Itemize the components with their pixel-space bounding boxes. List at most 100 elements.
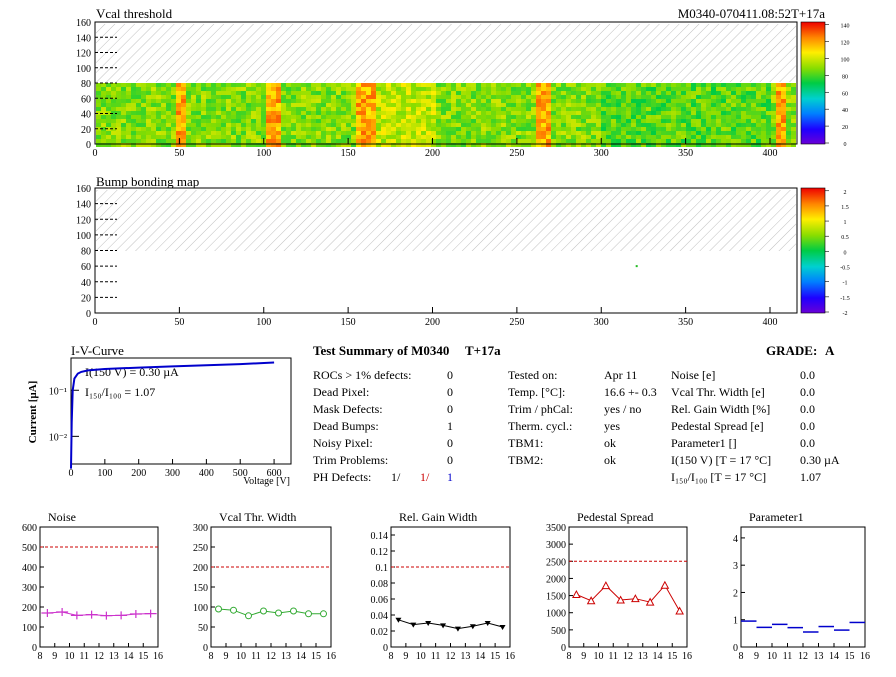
- vcal-cell: [291, 95, 296, 99]
- roc-x-tick-label: 11: [79, 651, 89, 662]
- vcal-cell: [421, 95, 426, 99]
- vcal-cell: [521, 115, 526, 119]
- vcal-cell: [251, 143, 256, 147]
- roc-y-tick-label: 0: [733, 643, 738, 654]
- vcal-cell: [111, 87, 116, 91]
- vcal-cell: [481, 83, 486, 87]
- vcal-cell: [156, 123, 161, 127]
- vcal-cell: [531, 99, 536, 103]
- vcal-cell: [381, 111, 386, 115]
- vcal-cell: [496, 83, 501, 87]
- vcal-cell: [591, 115, 596, 119]
- vcal-cell: [741, 95, 746, 99]
- vcal-cell: [506, 123, 511, 127]
- y-tick-label: 60: [81, 94, 91, 105]
- vcal-cell: [691, 119, 696, 123]
- vcal-cell: [451, 139, 456, 143]
- vcal-cell: [581, 111, 586, 115]
- vcal-cell: [466, 131, 471, 135]
- vcal-cell: [386, 135, 391, 139]
- vcal-cell: [706, 111, 711, 115]
- vcal-cell: [326, 91, 331, 95]
- vcal-cell: [396, 99, 401, 103]
- vcal-cell: [606, 115, 611, 119]
- vcal-cell: [506, 143, 511, 147]
- vcal-cell: [221, 123, 226, 127]
- vcal-cell: [171, 135, 176, 139]
- vcal-cell: [136, 127, 141, 131]
- vcal-cell: [766, 139, 771, 143]
- vcal-cell: [146, 139, 151, 143]
- vcal-cell: [586, 127, 591, 131]
- vcal-cell: [131, 107, 136, 111]
- vcal-cell: [201, 123, 206, 127]
- vcal-cell: [341, 111, 346, 115]
- vcal-cell: [206, 87, 211, 91]
- vcal-cell: [746, 95, 751, 99]
- vcal-cell: [531, 135, 536, 139]
- vcal-cell: [621, 87, 626, 91]
- roc-y-tick-label: 300: [22, 583, 37, 594]
- vcal-cell: [546, 123, 551, 127]
- vcal-cell: [501, 135, 506, 139]
- vcal-cell: [116, 143, 121, 147]
- vcal-cell: [211, 115, 216, 119]
- vcal-cell: [751, 119, 756, 123]
- vcal-cell: [371, 127, 376, 131]
- vcal-cell: [661, 111, 666, 115]
- x-tick-label: 400: [763, 317, 778, 328]
- vcal-cell: [491, 91, 496, 95]
- vcal-cell: [116, 91, 121, 95]
- vcal-cell: [716, 91, 721, 95]
- vcal-cell: [106, 135, 111, 139]
- vcal-cell: [766, 131, 771, 135]
- vcal-cell: [401, 91, 406, 95]
- vcal-cell: [301, 87, 306, 91]
- vcal-cell: [751, 135, 756, 139]
- vcal-cell: [406, 95, 411, 99]
- vcal-cell: [401, 135, 406, 139]
- vcal-cell: [516, 111, 521, 115]
- vcal-cell: [341, 139, 346, 143]
- vcal-cell: [416, 135, 421, 139]
- vcal-cell: [661, 139, 666, 143]
- vcal-cell: [406, 103, 411, 107]
- vcal-cell: [146, 131, 151, 135]
- vcal-cell: [271, 115, 276, 119]
- vcal-cell: [601, 103, 606, 107]
- roc-y-tick-label: 0: [561, 643, 566, 654]
- summary-middle-value: 16.6 +- 0.3: [604, 385, 657, 399]
- roc-chart-frame: [390, 526, 511, 648]
- vcal-cell: [456, 99, 461, 103]
- vcal-cell: [456, 95, 461, 99]
- vcal-cell: [536, 135, 541, 139]
- vcal-cell: [656, 87, 661, 91]
- vcal-cell: [96, 123, 101, 127]
- vcal-cell: [426, 119, 431, 123]
- vcal-cell: [426, 139, 431, 143]
- vcal-cell: [151, 119, 156, 123]
- vcal-cell: [566, 143, 571, 147]
- vcal-cell: [591, 139, 596, 143]
- vcal-cell: [161, 135, 166, 139]
- vcal-cell: [526, 135, 531, 139]
- vcal-cell: [471, 111, 476, 115]
- vcal-cell: [531, 139, 536, 143]
- vcal-cell: [101, 119, 106, 123]
- vcal-cell: [526, 91, 531, 95]
- vcal-cell: [551, 127, 556, 131]
- vcal-cell: [211, 131, 216, 135]
- vcal-cell: [771, 95, 776, 99]
- vcal-cell: [171, 119, 176, 123]
- vcal-cell: [491, 107, 496, 111]
- roc-x-tick-label: 8: [739, 651, 744, 662]
- vcal-cell: [661, 143, 666, 147]
- vcal-cell: [461, 119, 466, 123]
- vcal-cell: [336, 127, 341, 131]
- vcal-cell: [226, 99, 231, 103]
- vcal-cell: [176, 87, 181, 91]
- vcal-cell: [131, 127, 136, 131]
- vcal-cell: [476, 107, 481, 111]
- vcal-cell: [441, 115, 446, 119]
